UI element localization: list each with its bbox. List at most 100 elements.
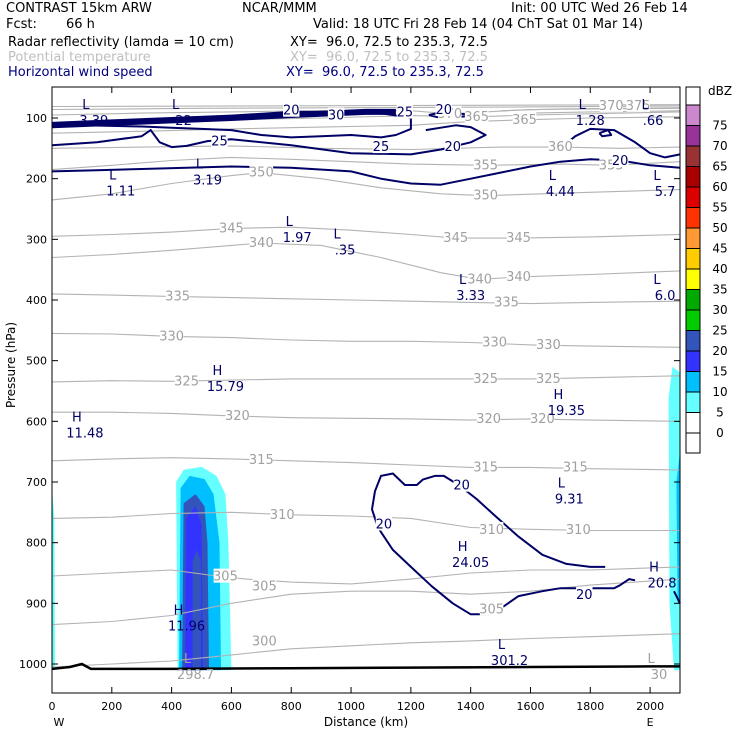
field-wind-xy: XY= 96.0, 72.5 to 235.3, 72.5 (286, 65, 484, 80)
wind-label-3: 20 (435, 103, 452, 118)
theta-label-5-bg (548, 139, 573, 154)
wind-label-9-bg (375, 516, 393, 531)
colorbar-swatch-15 (685, 104, 701, 126)
theta-label-36: 300 (252, 635, 277, 650)
theta-label-28: 315 (473, 460, 498, 475)
theta-label-24: 320 (225, 409, 250, 424)
wind-label-0-bg (283, 102, 300, 117)
extremum-type-3: L (641, 98, 649, 113)
plot-frame (51, 86, 681, 694)
theta-label-15: 340 (506, 270, 531, 285)
theta-label-27-bg (249, 452, 274, 467)
theta-label-13: 340 (249, 236, 274, 251)
colorbar-swatch-1 (685, 391, 701, 413)
extremum-type-16: H (458, 540, 468, 555)
terrain-layer (51, 662, 680, 671)
wind-label-10-bg (576, 586, 593, 601)
theta-label-29-bg (563, 459, 588, 474)
extremum-value-15: 9.31 (555, 493, 584, 508)
theta-label-33: 305 (213, 570, 238, 585)
theta-contour-13 (51, 145, 681, 151)
extremum-type-0: L (82, 98, 90, 113)
axes-layer: 0 200 400 600 800 1000 1200 1400 1600 1800 2000 100… (4, 87, 680, 729)
colorbar-swatch-4 (685, 330, 701, 352)
x-tick-label-9: 1800 (576, 700, 604, 713)
theta-label-12-bg (506, 230, 531, 245)
colorbar-swatch-12 (685, 166, 701, 188)
extremum-type-17: H (649, 560, 659, 575)
wind-label-2-bg (396, 104, 414, 119)
reflectivity-echo-7 (676, 451, 680, 604)
extremum-type-8: L (286, 215, 294, 230)
wind-label-6: 20 (444, 140, 461, 155)
extremum-value-12: 15.79 (207, 380, 244, 395)
theta-contour-4 (51, 457, 681, 471)
valid-time: Valid: 18 UTC Fri 28 Feb 14 (04 ChT Sat … (313, 17, 644, 32)
colorbar-label-13: 65 (712, 160, 727, 174)
extremum-value-1: 22 (175, 114, 192, 129)
wind-contour-7 (374, 472, 606, 568)
wind-label-7-bg (611, 153, 629, 168)
wind-label-5-bg (372, 139, 390, 154)
fcst-value: 66 h (66, 17, 95, 32)
colorbar-swatch-10 (685, 207, 701, 229)
colorbar-label-0: 0 (716, 426, 724, 440)
theta-contour-2 (51, 566, 681, 585)
wind-contour-2 (559, 127, 681, 159)
theta-label-11-bg (443, 230, 468, 245)
reflectivity-echo-6 (668, 366, 680, 671)
y-tick-label-1: 200 (26, 173, 47, 186)
wind-label-4-bg (211, 133, 228, 148)
theta-extremum-value-0: 298.7 (177, 668, 214, 683)
extremum-value-9: .35 (335, 243, 356, 258)
theta-label-28-bg (473, 459, 498, 474)
theta-label-35-bg (479, 601, 504, 616)
theta-contour-layer (51, 104, 681, 668)
x-end-label-west: W (54, 716, 65, 729)
theta-label-5: 360 (548, 140, 573, 155)
extremum-type-10: L (459, 273, 467, 288)
theta-label-15-bg (506, 268, 531, 283)
theta-label-14-bg (467, 271, 492, 286)
colorbar: dBZ 0 5 10 15 20 25 30 35 40 45 50 55 60 65 70 75 (685, 84, 732, 454)
theta-label-30-bg (270, 506, 295, 521)
theta-label-10: 345 (219, 221, 244, 236)
colorbar-label-1: 5 (716, 406, 724, 420)
x-tick-label-7: 1400 (457, 700, 485, 713)
theta-label-23-bg (536, 370, 561, 385)
wind-label-4: 25 (211, 135, 228, 150)
theta-contour-5 (52, 411, 681, 422)
theta-label-32: 310 (566, 523, 591, 538)
theta-label-23: 325 (536, 372, 561, 387)
theta-label-12: 345 (506, 231, 531, 246)
extremum-value-13: 19.35 (548, 404, 585, 419)
extremum-type-1: L (172, 98, 180, 113)
theta-label-9: 350 (473, 189, 498, 204)
x-tick-label-1: 200 (101, 700, 122, 713)
extremum-value-8: 1.97 (283, 231, 312, 246)
theta-label-18-bg (159, 328, 184, 343)
wind-contour-9 (673, 590, 681, 604)
extremum-type-12: H (213, 364, 223, 379)
extremum-type-9: L (333, 227, 341, 242)
y-tick-label-8: 900 (26, 597, 47, 610)
y-tick-label-9: 1000 (19, 658, 47, 671)
theta-label-20-bg (536, 336, 561, 351)
theta-label-17-bg (494, 294, 519, 309)
colorbar-label-12: 60 (712, 180, 727, 194)
theta-label-19-bg (482, 334, 507, 349)
y-tick-label-6: 700 (26, 476, 47, 489)
extremum-type-5: L (196, 158, 204, 173)
theta-extremum-value-1: 30 (651, 668, 668, 683)
theta-label-8: 350 (249, 166, 274, 181)
extremum-value-2: 1.28 (576, 114, 605, 129)
colorbar-unit: dBZ (708, 84, 732, 98)
theta-label-11: 345 (443, 231, 468, 246)
extremum-type-7: L (653, 169, 661, 184)
theta-label-16: 335 (165, 289, 190, 304)
colorbar-label-2: 10 (712, 385, 727, 399)
theta-contour-12 (51, 156, 681, 171)
wind-label-2: 25 (397, 106, 414, 121)
theta-label-22-bg (473, 370, 498, 385)
